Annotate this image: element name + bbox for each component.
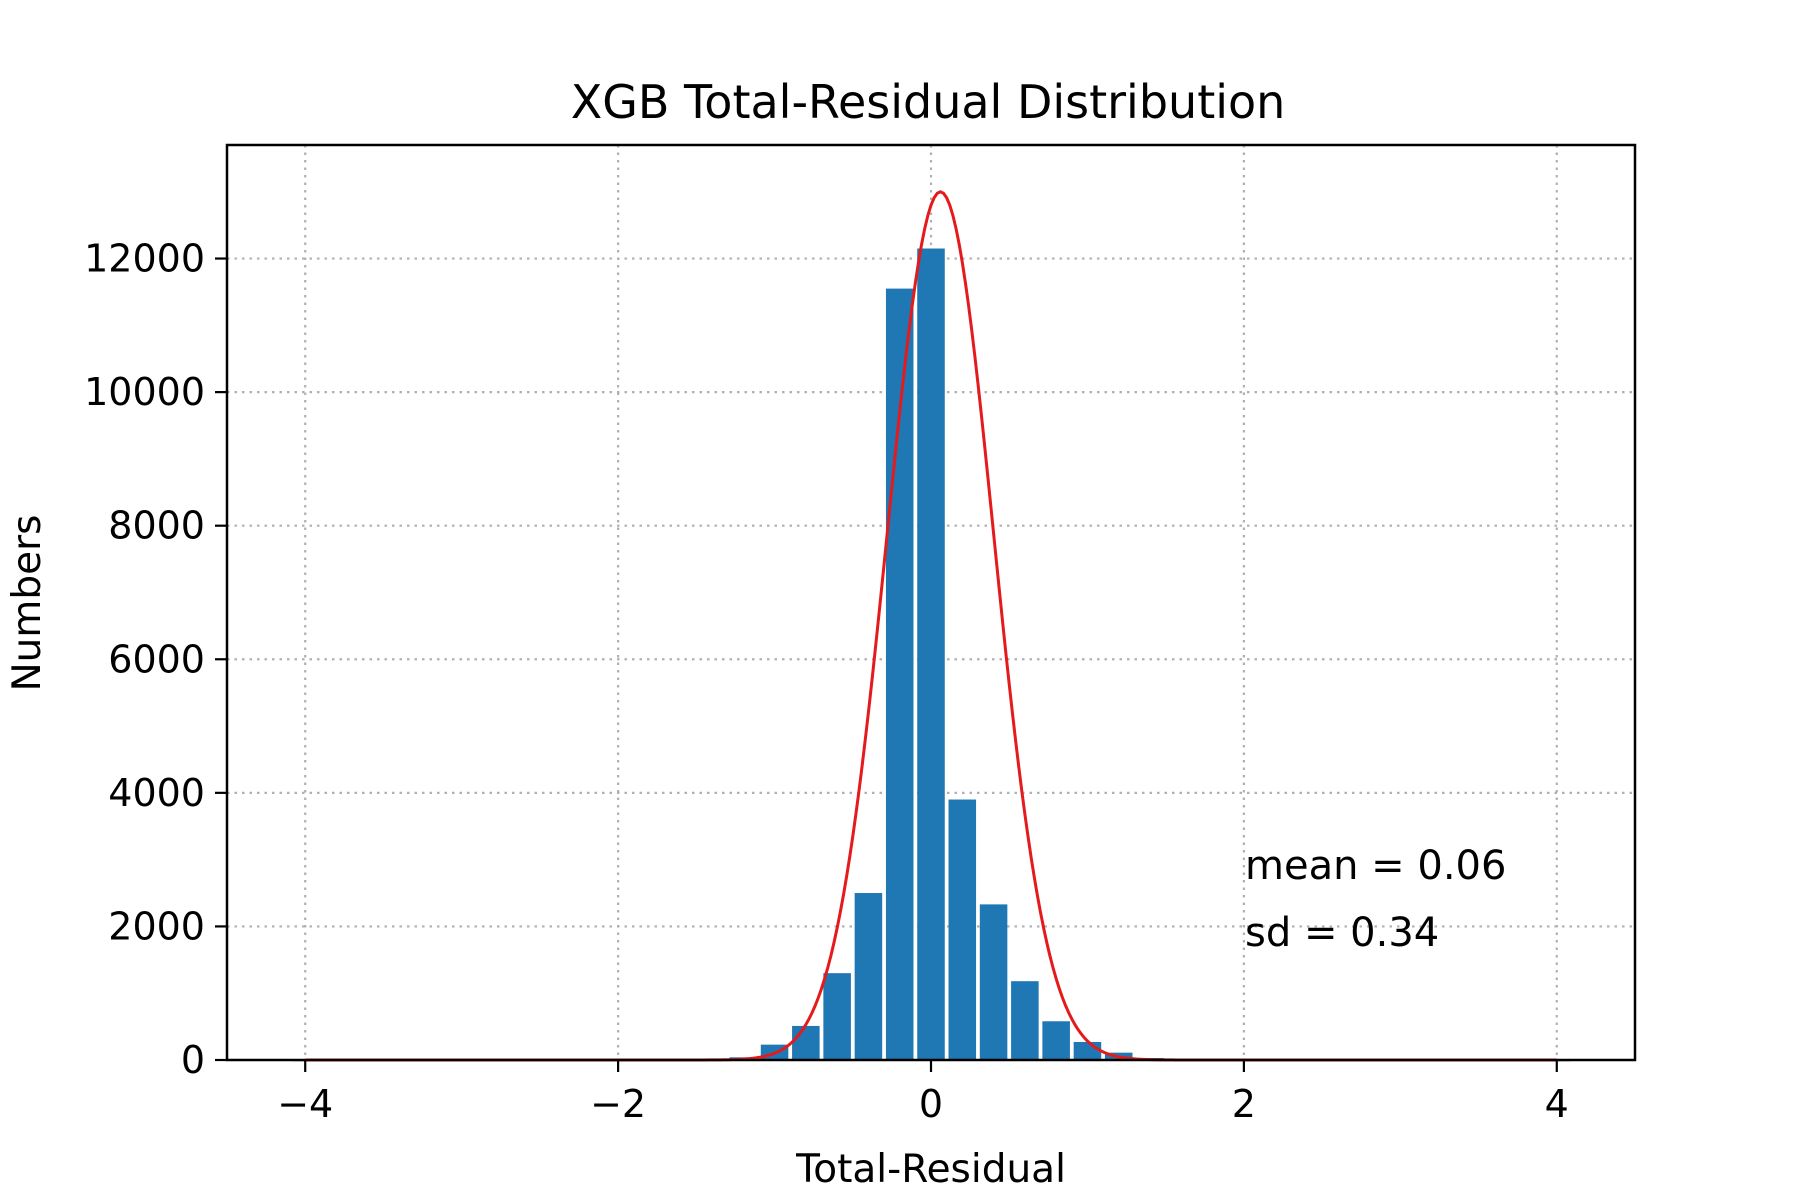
histogram-bar: [948, 799, 977, 1060]
histogram-bar: [823, 973, 851, 1060]
y-axis-label: Numbers: [5, 515, 50, 692]
histogram-bars: [291, 248, 1571, 1062]
y-tick-label: 12000: [84, 237, 205, 281]
sd-annotation: sd = 0.34: [1245, 910, 1439, 956]
histogram-bar: [854, 893, 883, 1060]
x-axis-ticks: −4 −2 0 2 4: [277, 1060, 1569, 1126]
x-tick-label: 4: [1545, 1082, 1569, 1126]
histogram-bar: [979, 904, 1008, 1060]
y-tick-label: 6000: [108, 637, 205, 681]
histogram-bar: [1042, 1021, 1070, 1060]
y-axis-ticks: 0 2000 4000 6000 8000 10000 12000: [84, 237, 227, 1082]
grid-lines: [227, 145, 1635, 1060]
x-axis-label: Total-Residual: [795, 1147, 1066, 1192]
y-tick-label: 8000: [108, 504, 205, 548]
y-tick-label: 2000: [108, 904, 205, 948]
histogram-bar: [1011, 981, 1039, 1060]
x-tick-label: 2: [1232, 1082, 1256, 1126]
histogram-bar: [917, 248, 945, 1060]
y-tick-label: 0: [181, 1038, 205, 1082]
mean-annotation: mean = 0.06: [1245, 843, 1506, 889]
x-tick-label: −4: [277, 1082, 333, 1126]
histogram-bar: [792, 1025, 820, 1060]
y-tick-label: 10000: [84, 370, 205, 414]
x-tick-label: 0: [919, 1082, 943, 1126]
chart-title: XGB Total-Residual Distribution: [571, 75, 1286, 129]
x-tick-label: −2: [590, 1082, 646, 1126]
histogram-bar: [1073, 1041, 1102, 1060]
y-tick-label: 4000: [108, 771, 205, 815]
